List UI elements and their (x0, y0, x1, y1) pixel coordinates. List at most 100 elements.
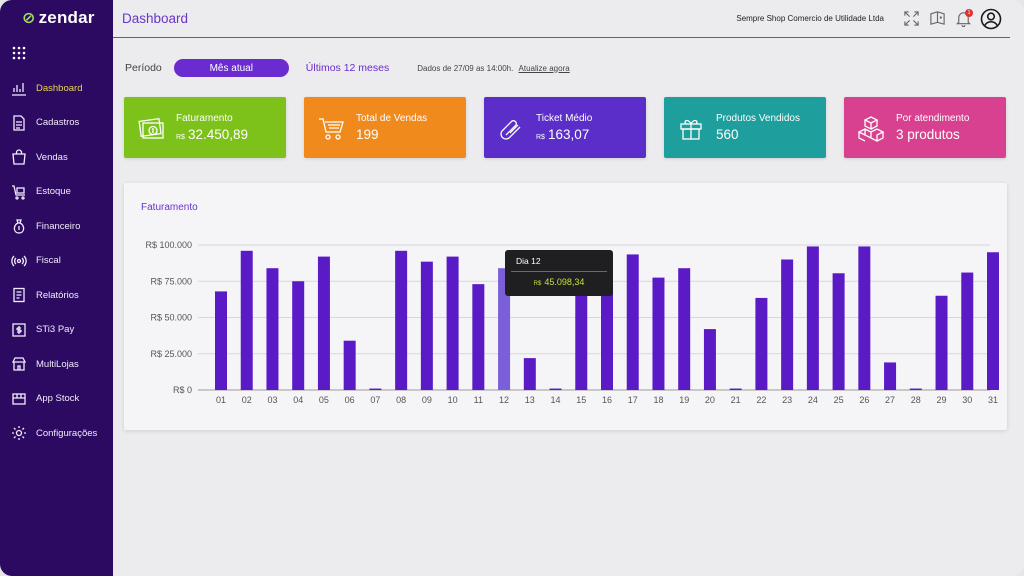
chart-bar-20[interactable] (703, 329, 716, 390)
help-button[interactable] (928, 10, 946, 28)
y-tick-label: R$ 0 (173, 385, 192, 395)
chart-bar-05[interactable] (317, 256, 330, 390)
notification-badge: 1 (965, 8, 973, 17)
sidebar-item-app-stock[interactable]: App Stock (0, 382, 113, 417)
summary-card-2[interactable]: Total de Vendas 199 (304, 97, 466, 158)
summary-cards: Faturamento R$ 32.450,89 Total de Vendas … (113, 97, 1024, 158)
gift-icon (676, 113, 706, 143)
sidebar-item-sti3-pay[interactable]: STi3 Pay (0, 313, 113, 348)
x-tick-label: 22 (756, 395, 766, 405)
chart-bar-18[interactable] (652, 277, 665, 390)
chart-bar-28[interactable] (909, 388, 922, 390)
y-tick-label: R$ 25.000 (150, 349, 192, 359)
chart-bar-10[interactable] (446, 256, 459, 390)
logo-text: zendar (38, 8, 95, 27)
summary-card-5[interactable]: Por atendimento 3 produtos (844, 97, 1006, 158)
sidebar-item-label: Relatórios (36, 289, 79, 301)
x-tick-label: 15 (576, 395, 586, 405)
card-value: 32.450,89 (187, 127, 249, 142)
revenue-chart: R$ 0 R$ 25.000 R$ 50.000 R$ 75.000 R$ 100.00… (145, 240, 999, 405)
help-book-icon (929, 11, 945, 25)
sidebar-item-fiscal[interactable]: Fiscal (0, 244, 113, 279)
chart-bar-24[interactable] (806, 246, 819, 390)
x-tick-label: 08 (396, 395, 406, 405)
sidebar-item-relatorios[interactable]: Relatórios (0, 278, 113, 313)
sidebar-nav: Dashboard Cadastros Vendas Estoque Financeir… (0, 71, 113, 451)
user-icon (980, 8, 1002, 29)
sidebar-item-financeiro[interactable]: Financeiro (0, 209, 113, 244)
card-content: Por atendimento 3 produtos (896, 113, 969, 142)
chart-bar-19[interactable] (678, 268, 691, 390)
chart-bar-07[interactable] (369, 388, 382, 390)
x-tick-label: 11 (474, 395, 483, 405)
tooltip-value: R$ 45.098,34 (511, 277, 607, 287)
chart-bar-02[interactable] (240, 250, 253, 390)
x-tick-label: 23 (782, 395, 792, 405)
refresh-link[interactable]: Atualize agora (518, 63, 570, 73)
receipt-icon (496, 113, 526, 143)
sidebar-item-label: STi3 Pay (36, 324, 75, 336)
x-tick-label: 12 (499, 395, 509, 405)
card-label: Faturamento (176, 113, 233, 124)
notifications-button[interactable]: 1 (954, 8, 973, 28)
chart-bar-01[interactable] (215, 291, 227, 390)
chart-bar-03[interactable] (266, 268, 279, 390)
chart-bar-11[interactable] (472, 284, 485, 390)
period-12-months-button[interactable]: Últimos 12 meses (305, 62, 390, 74)
chart-bar-04[interactable] (292, 281, 305, 390)
card-value: 163,07 (547, 127, 590, 142)
x-tick-label: 28 (911, 395, 921, 405)
chart-bar-21[interactable] (729, 388, 742, 390)
chart-bar-09[interactable] (420, 261, 433, 390)
card-label: Por atendimento (896, 113, 970, 124)
user-avatar[interactable] (980, 8, 1002, 30)
chart-bar-25[interactable] (832, 273, 845, 390)
chart-bar-26[interactable] (858, 246, 871, 390)
chart-bar-30[interactable] (961, 272, 974, 390)
card-label: Total de Vendas (356, 113, 428, 124)
sidebar-item-label: Cadastros (36, 117, 80, 129)
sidebar-item-multilojas[interactable]: MultiLojas (0, 347, 113, 382)
x-tick-label: 29 (937, 395, 947, 405)
stores-icon (10, 355, 28, 373)
chart-bar-06[interactable] (343, 340, 356, 390)
x-tick-label: 13 (525, 395, 535, 405)
card-content: Produtos Vendidos 560 (716, 113, 800, 142)
sidebar-item-label: Estoque (36, 186, 71, 198)
card-label: Produtos Vendidos (716, 113, 800, 124)
company-name[interactable]: Sempre Shop Comercio de Utilidade Ltda (736, 14, 884, 23)
summary-card-3[interactable]: Ticket Médio R$ 163,07 (484, 97, 646, 158)
summary-card-1[interactable]: Faturamento R$ 32.450,89 (124, 97, 286, 158)
chart-bar-17[interactable] (626, 254, 639, 390)
tooltip-amount: 45.098,34 (544, 277, 585, 287)
sidebar: ⊘ zendar Dashboard Cadastros Vendas Estoque… (0, 0, 113, 576)
chart-bar-22[interactable] (755, 297, 768, 390)
x-tick-label: 31 (988, 395, 998, 405)
chart-bar-08[interactable] (395, 250, 408, 390)
chart-bar-29[interactable] (935, 295, 948, 390)
y-tick-label: R$ 75.000 (150, 276, 192, 286)
x-tick-label: 17 (628, 395, 638, 405)
chart-bar-13[interactable] (523, 358, 536, 390)
money-icon (136, 113, 166, 143)
x-tick-label: 27 (885, 395, 895, 405)
chart-bar-31[interactable] (987, 252, 999, 390)
sidebar-item-estoque[interactable]: Estoque (0, 175, 113, 210)
chart-bar-14[interactable] (549, 388, 562, 390)
card-content: Total de Vendas 199 (356, 113, 427, 142)
chart-bar-23[interactable] (781, 259, 794, 391)
apps-menu[interactable] (0, 36, 113, 70)
chart-bar-12[interactable] (498, 268, 511, 390)
x-tick-label: 21 (731, 395, 741, 405)
summary-card-4[interactable]: Produtos Vendidos 560 (664, 97, 826, 158)
period-current-button[interactable]: Mês atual (173, 59, 289, 77)
fullscreen-button[interactable] (902, 10, 920, 28)
y-tick-label: R$ 50.000 (150, 313, 192, 323)
sidebar-item-dashboard[interactable]: Dashboard (0, 71, 113, 106)
chart-bar-27[interactable] (884, 362, 897, 390)
sidebar-item-cadastros[interactable]: Cadastros (0, 106, 113, 141)
logo[interactable]: ⊘ zendar (0, 0, 113, 36)
sidebar-item-configuracoes[interactable]: Configurações (0, 416, 113, 451)
card-value: 3 produtos (896, 127, 960, 142)
sidebar-item-vendas[interactable]: Vendas (0, 140, 113, 175)
